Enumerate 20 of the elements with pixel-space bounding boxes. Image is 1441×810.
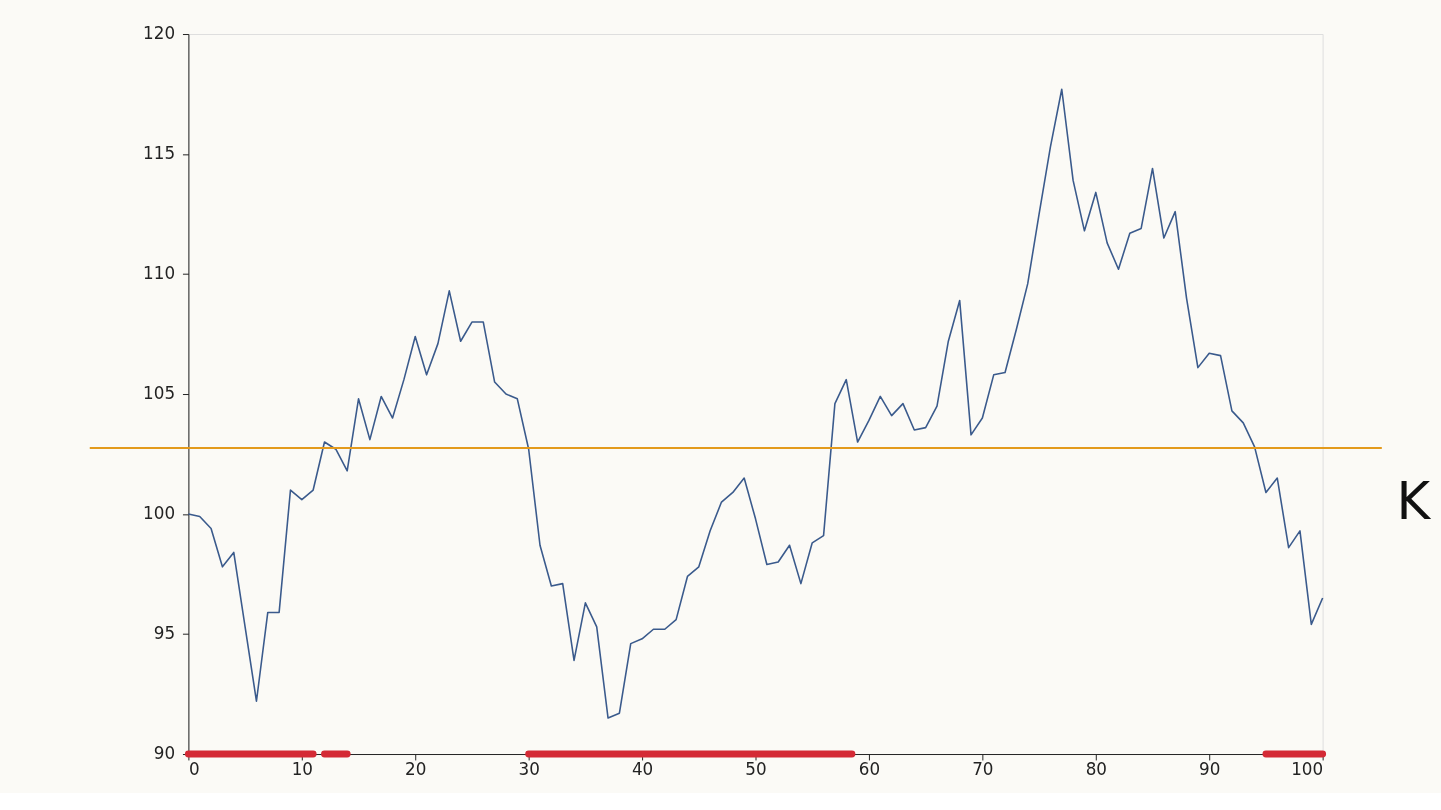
line-series	[187, 88, 1324, 719]
x-tick-label: 100	[1291, 759, 1324, 780]
y-tick-label: 105	[143, 383, 176, 404]
x-tick-label: 0	[188, 759, 200, 780]
y-tick-label: 110	[143, 263, 176, 284]
x-tick-label: 60	[858, 759, 881, 780]
x-tick-label: 40	[631, 759, 654, 780]
x-tick-label: 10	[291, 759, 313, 780]
x-tick-label: 50	[745, 759, 767, 780]
y-tick-label: 95	[153, 623, 176, 644]
y-tick-label: 90	[153, 743, 176, 764]
y-tick-label: 120	[143, 23, 176, 44]
x-tick-label: 70	[972, 759, 994, 780]
x-tick-label: 90	[1199, 759, 1221, 780]
x-tick-label: 20	[405, 759, 427, 780]
x-tick-label: 30	[518, 759, 540, 780]
y-tick-label: 100	[143, 503, 176, 524]
x-tick-label: 80	[1085, 759, 1107, 780]
y-tick-label: 115	[143, 143, 176, 164]
ref-line-label: K	[1396, 471, 1432, 532]
